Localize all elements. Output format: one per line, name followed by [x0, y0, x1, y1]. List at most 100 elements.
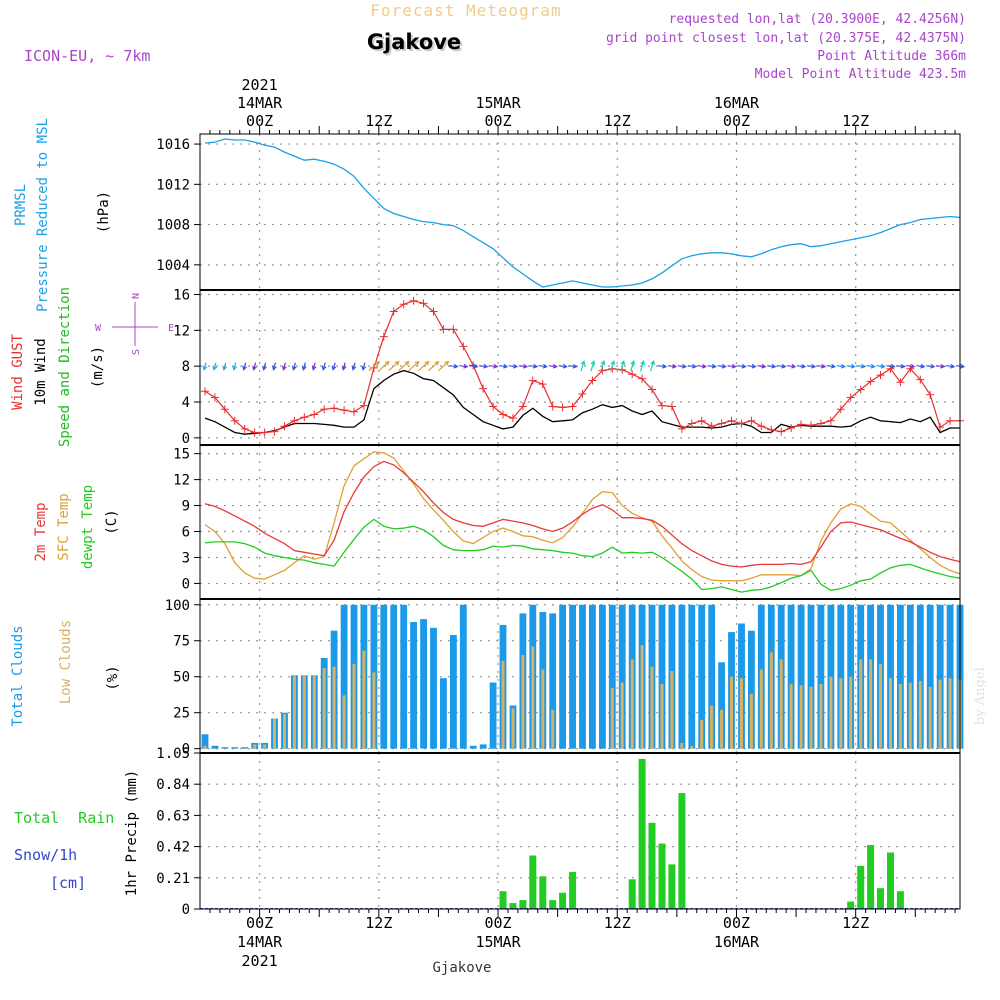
- top-time-label: 00Z: [246, 112, 273, 130]
- gust-point: [846, 393, 855, 402]
- rain-bar: [539, 876, 547, 909]
- low-cloud-bar: [501, 660, 505, 749]
- gust-point: [787, 424, 796, 432]
- total-cloud-bar: [936, 604, 944, 749]
- total-cloud-bar: [479, 744, 487, 749]
- gust-point: [667, 402, 676, 411]
- total-cloud-bar: [390, 604, 398, 749]
- top-time-label: 00Z: [723, 112, 750, 130]
- wind-direction-arrow: [600, 360, 606, 372]
- wind-direction-arrow: [826, 363, 837, 369]
- y-tick-label: 12: [173, 473, 190, 489]
- gust-point: [777, 427, 786, 436]
- gust-point: [340, 406, 349, 415]
- model-altitude: Model Point Altitude 423.5m: [755, 67, 966, 82]
- total-cloud-bar: [718, 662, 725, 749]
- wind-direction-arrow: [727, 363, 737, 369]
- location-title-shadowed: Gjakove: [367, 30, 461, 54]
- temperature-panel: 0 3 6 9 12 15: [173, 447, 961, 593]
- low-cloud-bar: [352, 663, 356, 749]
- wind-direction-arrow: [548, 363, 558, 369]
- wind-direction-arrow: [508, 363, 519, 369]
- gust-point: [499, 410, 507, 419]
- wind-direction-arrow: [232, 362, 238, 371]
- gust-point: [528, 376, 537, 385]
- low-cloud-bar: [769, 652, 773, 749]
- gust-point: [578, 389, 587, 398]
- y-tick-label: 6: [182, 525, 190, 541]
- y-tick-label: 12: [173, 323, 190, 339]
- gust-point: [658, 401, 666, 410]
- rain-bar: [529, 855, 537, 909]
- wind-direction-arrow: [398, 360, 410, 372]
- wind-direction-arrow: [697, 363, 707, 369]
- y-tick-label: 25: [173, 706, 190, 722]
- gust-point: [588, 376, 597, 385]
- total-cloud-bar: [430, 627, 437, 749]
- compass-rose: N S E W: [95, 293, 174, 355]
- compass-south: S: [131, 349, 142, 355]
- wind-direction-arrow: [262, 362, 267, 371]
- gust-point: [350, 407, 358, 416]
- model-label: ICON-EU, ~ 7km: [24, 47, 150, 65]
- temp-2m-line: [204, 460, 961, 568]
- wind-direction-arrow: [916, 363, 926, 369]
- y-tick-label: 9: [182, 499, 190, 515]
- gust-point: [737, 419, 746, 428]
- pressure-label-name: Pressure Reduced to MSL: [35, 118, 51, 312]
- low-cloud-bar: [720, 709, 724, 749]
- low-cloud-bar: [779, 659, 783, 749]
- wind-direction-arrow: [301, 362, 307, 371]
- low-cloud-bar: [869, 659, 873, 749]
- gust-point: [210, 393, 219, 402]
- y-tick-label: 0: [182, 902, 190, 918]
- y-tick-label: 0.21: [156, 871, 190, 887]
- low-cloud-bar: [749, 694, 753, 749]
- gust-point: [201, 387, 209, 396]
- low-cloud-bar: [849, 676, 853, 749]
- gust-point: [250, 428, 259, 437]
- gust-point: [459, 342, 468, 351]
- low-cloud-bar: [879, 663, 882, 749]
- wind-direction-arrow: [368, 360, 380, 372]
- bottom-time-label: 12Z: [604, 914, 631, 932]
- wind-direction-arrow: [630, 360, 636, 372]
- wind-10m-label: 10m Wind: [33, 338, 49, 405]
- total-cloud-bar: [897, 604, 904, 749]
- wind-direction-arrow: [806, 363, 817, 369]
- gust-point: [359, 401, 368, 410]
- gust-point: [429, 307, 438, 316]
- bottom-time-label: 2021: [242, 952, 278, 970]
- gust-point: [648, 385, 656, 394]
- low-cloud-bar: [739, 678, 743, 749]
- wind-direction-arrow: [388, 360, 400, 372]
- rain-bar: [549, 900, 557, 909]
- top-time-label: 00Z: [484, 112, 511, 130]
- gust-point: [489, 402, 498, 411]
- wind-direction-arrow: [437, 360, 450, 372]
- wind-direction-arrow: [479, 363, 489, 369]
- total-cloud-bar: [221, 747, 229, 749]
- wind-direction-arrow: [796, 363, 807, 369]
- low-cloud-bar: [640, 645, 644, 749]
- precip-unit-label: 1hr Precip (mm): [124, 770, 140, 896]
- gust-point: [936, 423, 945, 432]
- total-cloud-bar: [440, 678, 447, 749]
- y-tick-label: 8: [182, 359, 190, 375]
- y-tick-label: 1016: [156, 137, 190, 153]
- wind-direction-arrow: [351, 362, 357, 371]
- wind-direction-arrow: [590, 359, 596, 372]
- wind-direction-arrow: [886, 363, 896, 369]
- compass-west: W: [95, 323, 102, 334]
- low-cloud-bar: [531, 646, 535, 749]
- total-cloud-bar: [916, 604, 924, 749]
- total-cloud-bar: [608, 604, 616, 749]
- wind-direction-arrow: [906, 363, 916, 369]
- footer-location: Gjakove: [432, 960, 491, 976]
- gust-point: [896, 378, 905, 387]
- gust-point: [389, 307, 398, 316]
- total-rain-label: Total Rain: [14, 809, 114, 827]
- wind-direction-arrow: [836, 363, 847, 369]
- low-cloud-bar: [789, 683, 793, 749]
- gust-point: [280, 422, 289, 431]
